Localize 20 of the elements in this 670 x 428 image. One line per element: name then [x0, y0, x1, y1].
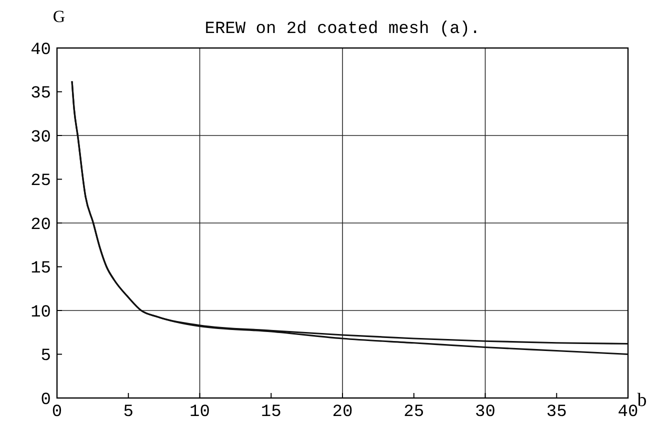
y-tick-label: 5 [40, 347, 51, 366]
y-tick-label: 35 [30, 84, 51, 104]
y-tick-label: 30 [30, 128, 51, 148]
x-tick-label: 20 [332, 403, 353, 422]
x-tick-label: 25 [404, 403, 424, 422]
chart-title: EREW on 2d coated mesh (a). [204, 20, 480, 39]
x-tick-label: 30 [475, 403, 496, 422]
y-tick-label: 25 [30, 172, 51, 192]
y-tick-label: 20 [30, 216, 51, 235]
x-tick-label: 35 [546, 403, 567, 422]
y-tick-label: 40 [30, 40, 51, 60]
y-axis-title: G [52, 7, 66, 26]
y-tick-label: 10 [30, 303, 51, 322]
x-tick-label: 15 [260, 403, 282, 422]
x-tick-label: 10 [190, 403, 210, 422]
y-tick-label: 15 [30, 260, 51, 279]
x-axis-title: b [637, 390, 647, 411]
x-tick-label: 40 [618, 403, 638, 422]
y-tick-label: 0 [40, 390, 51, 410]
x-tick-label: 5 [123, 403, 134, 422]
